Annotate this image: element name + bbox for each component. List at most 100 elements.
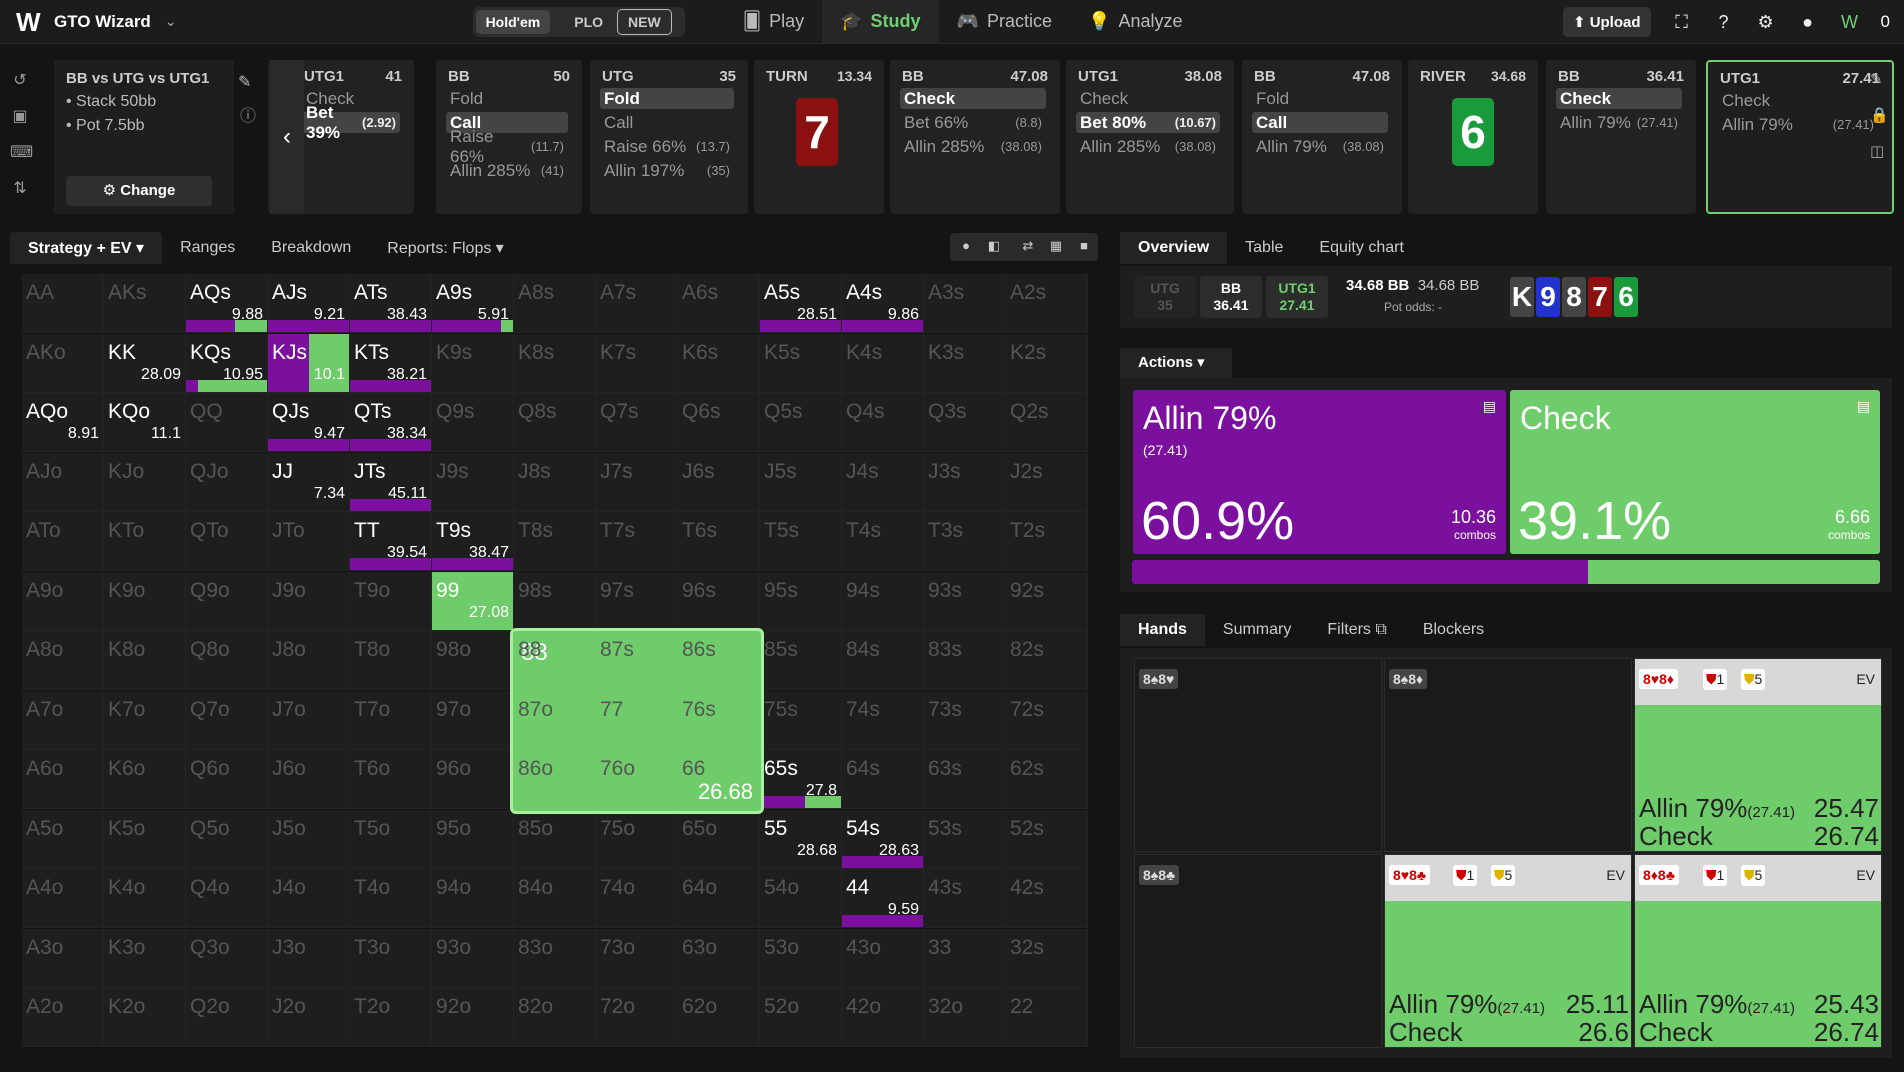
card-action[interactable]: Fold <box>600 88 734 109</box>
hand-cell[interactable]: Q8o <box>186 631 268 690</box>
hand-cell[interactable]: J7o <box>268 690 350 750</box>
card-action[interactable]: Call <box>600 112 734 133</box>
hand-combo-cell[interactable]: 8♠8♣ <box>1134 854 1382 1048</box>
logo-icon[interactable]: W <box>16 6 41 37</box>
hand-cell[interactable]: KQo 11.1 <box>104 393 186 452</box>
hand-cell[interactable]: K5o <box>104 809 186 869</box>
hand-cell[interactable]: A3o <box>22 928 104 988</box>
hand-cell[interactable]: AKo <box>22 333 104 393</box>
hand-cell[interactable]: 64s <box>842 750 924 809</box>
hand-cell[interactable]: 96o <box>432 750 514 809</box>
hand-cell[interactable]: 53s <box>924 809 1006 869</box>
hand-cell[interactable]: 43o <box>842 928 924 988</box>
hand-cell[interactable]: 72o <box>596 988 678 1047</box>
help-icon[interactable]: ? <box>1718 11 1729 32</box>
hand-cell[interactable]: KK 28.09 <box>104 333 186 393</box>
tab-filters[interactable]: Filters ⧉ <box>1309 614 1404 646</box>
hand-cell[interactable]: 42o <box>842 988 924 1047</box>
tab-overview[interactable]: Overview <box>1120 232 1228 264</box>
hand-cell[interactable]: J3o <box>268 928 350 988</box>
hand-cell[interactable]: J8s <box>514 452 596 512</box>
info-icon[interactable]: ⓘ <box>240 108 257 125</box>
hand-cell[interactable]: K4s <box>842 333 924 393</box>
hand-cell[interactable]: T7s <box>596 512 678 571</box>
hand-cell[interactable]: 82o <box>514 988 596 1047</box>
hand-cell[interactable]: Q6s <box>678 393 760 452</box>
hand-cell[interactable]: T6o <box>350 750 432 809</box>
hand-cell[interactable]: 95o <box>432 809 514 869</box>
hand-cell[interactable]: K3s <box>924 333 1006 393</box>
hand-cell[interactable]: 85s <box>760 631 842 690</box>
card-action[interactable]: Allin 285% (38.08) <box>1076 136 1220 157</box>
hand-cell[interactable]: 72s <box>1006 690 1088 750</box>
hand-cell[interactable]: J4o <box>268 869 350 928</box>
hand-cell[interactable]: QTo <box>186 512 268 571</box>
hand-cell[interactable]: 96s <box>678 571 760 631</box>
hand-cell[interactable]: Q2s <box>1006 393 1088 452</box>
hand-cell[interactable]: K2s <box>1006 333 1088 393</box>
hand-cell[interactable]: JTs 45.11 <box>350 452 432 512</box>
card-action[interactable]: Check <box>1718 90 1878 111</box>
hand-cell[interactable]: J4s <box>842 452 924 512</box>
scroll-left-button[interactable]: ‹ <box>270 60 304 214</box>
change-button[interactable]: ⚙ Change <box>66 176 212 206</box>
hand-cell[interactable]: 65s 27.8 <box>760 750 842 809</box>
hand-cell[interactable]: 98s <box>514 571 596 631</box>
align-icon[interactable]: ⇅ <box>13 180 27 197</box>
hand-cell[interactable]: Q4o <box>186 869 268 928</box>
hand-cell[interactable]: 93o <box>432 928 514 988</box>
holdem-tab[interactable]: Hold'em <box>475 9 551 34</box>
hand-cell[interactable]: Q3s <box>924 393 1006 452</box>
hand-cell[interactable]: K8o <box>104 631 186 690</box>
nav-practice[interactable]: 🎮 Practice <box>939 0 1070 44</box>
hand-combo-cell[interactable]: 8♦8♣ ⛊1 ⛊5 EV Allin 79%(27.41) 25.43 Check 26.7… <box>1634 854 1882 1048</box>
hand-cell[interactable]: A9s 5.91 <box>432 274 514 333</box>
hand-cell[interactable]: K6s <box>678 333 760 393</box>
hand-cell[interactable]: 99 27.08 <box>432 571 514 631</box>
compact-view-icon[interactable]: ⇄ <box>1022 238 1034 253</box>
hand-cell[interactable]: 73o <box>596 928 678 988</box>
hand-cell[interactable]: 54s 28.63 <box>842 809 924 869</box>
hand-cell[interactable]: J3s <box>924 452 1006 512</box>
hand-cell[interactable]: 63o <box>678 928 760 988</box>
hand-cell[interactable]: 83s <box>924 631 1006 690</box>
hand-cell[interactable]: 92s <box>1006 571 1088 631</box>
hand-cell[interactable]: QQ <box>186 393 268 452</box>
hand-cell[interactable]: Q7o <box>186 690 268 750</box>
card-action[interactable]: Allin 285% (41) <box>446 160 568 181</box>
card-action[interactable]: Bet 80% (10.67) <box>1076 112 1220 133</box>
save-icon[interactable]: ▣ <box>12 108 28 125</box>
hand-cell[interactable]: Q9s <box>432 393 514 452</box>
hand-cell[interactable]: 73s <box>924 690 1006 750</box>
hand-cell[interactable]: J9o <box>268 571 350 631</box>
hand-cell[interactable]: Q4s <box>842 393 924 452</box>
tab-equity-chart[interactable]: Equity chart <box>1319 239 1404 256</box>
hand-cell[interactable]: JJ 7.34 <box>268 452 350 512</box>
hand-cell[interactable]: T5o <box>350 809 432 869</box>
hand-cell[interactable]: 55 28.68 <box>760 809 842 869</box>
card-action[interactable]: Allin 79% (27.41) <box>1556 112 1682 133</box>
hand-combo-cell[interactable]: 8♥8♦ ⛊1 ⛊5 EV Allin 79%(27.41) 25.47 Check 26.7… <box>1634 658 1882 852</box>
hand-cell[interactable]: 82s <box>1006 631 1088 690</box>
hand-cell[interactable]: 43s <box>924 869 1006 928</box>
hand-cell[interactable]: 93s <box>924 571 1006 631</box>
card-action[interactable]: Check <box>302 88 400 109</box>
hand-cell[interactable]: KQs 10.95 <box>186 333 268 393</box>
hand-cell[interactable]: A7o <box>22 690 104 750</box>
card-action[interactable]: Allin 285% (38.08) <box>900 136 1046 157</box>
hand-cell[interactable]: T2o <box>350 988 432 1047</box>
card-action[interactable]: Bet 66% (8.8) <box>900 112 1046 133</box>
hand-cell[interactable]: A8s <box>514 274 596 333</box>
hand-cell[interactable]: Q5s <box>760 393 842 452</box>
hand-cell[interactable]: KTs 38.21 <box>350 333 432 393</box>
hand-cell[interactable]: 97s <box>596 571 678 631</box>
grid-view-icon[interactable]: ▦ <box>1049 238 1063 253</box>
pencil-icon[interactable]: ✎ <box>238 74 252 91</box>
card-action[interactable]: Raise 66% (11.7) <box>446 127 568 166</box>
hand-cell[interactable]: J8o <box>268 631 350 690</box>
wizard-coin-icon[interactable]: W <box>1841 11 1859 32</box>
hand-cell[interactable]: 97o <box>432 690 514 750</box>
tab-reports[interactable]: Reports: Flops ▾ <box>387 240 504 257</box>
card-action[interactable]: Call <box>446 112 568 133</box>
action-card-1[interactable]: BB 50 Fold Call Raise 66% (11.7) Allin 285% (41… <box>436 60 582 214</box>
